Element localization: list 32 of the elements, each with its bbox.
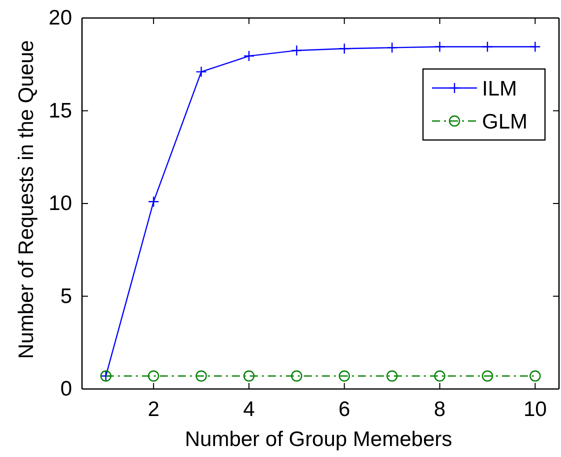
x-tick-label: 2 — [148, 398, 160, 421]
point — [291, 370, 302, 382]
legend-label: ILM — [482, 78, 518, 101]
point — [196, 370, 207, 382]
point — [243, 370, 255, 382]
legend-label: GLM — [482, 110, 528, 134]
point — [482, 370, 494, 382]
y-tick-label: 5 — [60, 284, 72, 308]
x-tick-label: 8 — [434, 398, 446, 421]
point — [338, 370, 350, 382]
x-tick-label: 10 — [523, 398, 547, 421]
point — [291, 44, 302, 56]
y-tick-label: 20 — [48, 6, 72, 30]
point — [434, 41, 446, 52]
point — [530, 41, 541, 52]
point — [338, 43, 350, 54]
point — [148, 196, 160, 208]
y-tick-label: 0 — [60, 378, 72, 401]
y-axis-title: Number of Requests in the Queue — [15, 40, 38, 359]
x-tick-label: 4 — [243, 398, 256, 421]
y-tick-label: 15 — [48, 99, 72, 122]
point — [434, 370, 446, 382]
x-tick-label: 6 — [338, 398, 350, 421]
point — [386, 370, 398, 382]
point — [243, 50, 255, 62]
y-tick-label: 10 — [48, 192, 72, 216]
point — [530, 370, 541, 382]
point — [386, 42, 398, 54]
point — [148, 370, 160, 382]
x-axis-title: Number of Group Memebers — [184, 428, 452, 451]
point — [196, 66, 207, 78]
point — [482, 41, 494, 52]
